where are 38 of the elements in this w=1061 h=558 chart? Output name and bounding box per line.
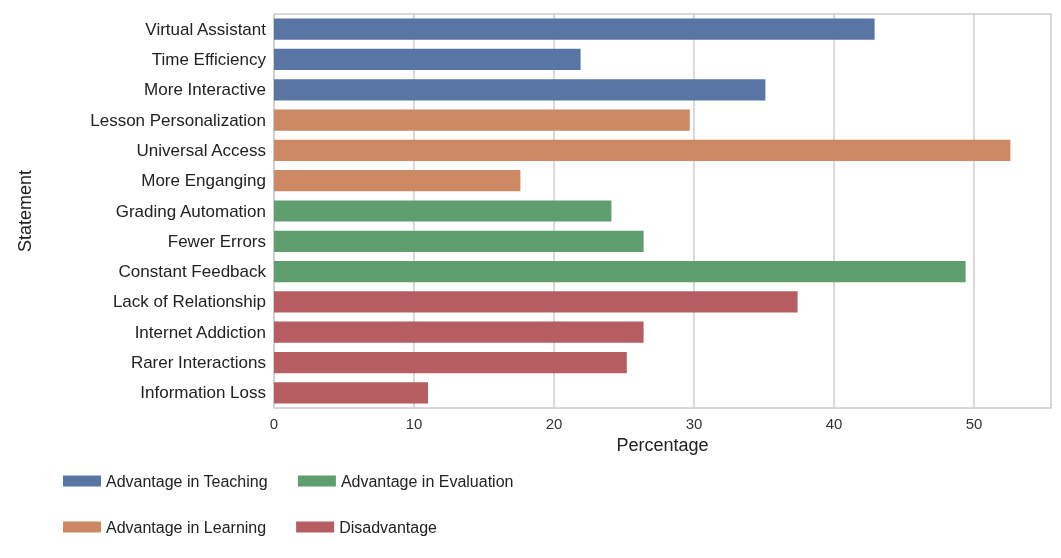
bar	[274, 321, 644, 343]
x-tick-label: 20	[545, 415, 563, 432]
bar	[274, 351, 627, 374]
bar	[274, 18, 875, 40]
y-tick-label: Lack of Relationship	[112, 292, 266, 312]
x-tick-label: 0	[269, 415, 279, 432]
legend-label: Advantage in Teaching	[106, 472, 268, 490]
bar	[274, 48, 581, 71]
y-tick-label: Time Efficiency	[151, 49, 267, 69]
bar	[274, 139, 1011, 161]
y-tick-label: More Interactive	[144, 80, 266, 100]
legend-label: Advantage in Evaluation	[340, 472, 514, 490]
bar	[274, 261, 966, 283]
bar	[274, 230, 644, 252]
legend-label: Disadvantage	[339, 518, 438, 536]
bar	[274, 109, 690, 131]
bar	[274, 170, 521, 192]
y-tick-label: Internet Addiction	[134, 322, 266, 342]
x-tick-label: 50	[965, 415, 983, 432]
x-tick-label: 30	[685, 415, 703, 432]
x-tick-label: 10	[405, 415, 423, 432]
bar	[274, 382, 428, 404]
y-tick-label: Lesson Personalization	[90, 110, 266, 130]
y-tick-label: Grading Automation	[115, 201, 266, 221]
y-tick-label: Virtual Assistant	[145, 19, 267, 39]
bar	[274, 79, 766, 101]
y-tick-label: Universal Access	[136, 140, 266, 160]
legend-label: Advantage in Learning	[106, 518, 267, 536]
y-tick-label: More Enganging	[141, 171, 266, 191]
y-tick-label: Rarer Interactions	[130, 353, 266, 373]
bar	[274, 200, 612, 222]
y-axis-title: Statement	[15, 169, 35, 253]
x-tick-label: 40	[825, 415, 843, 432]
x-axis-title: Percentage	[616, 435, 709, 455]
bar	[274, 291, 798, 313]
y-tick-label: Information Loss	[140, 383, 266, 403]
y-tick-label: Constant Feedback	[118, 262, 267, 282]
y-tick-label: Fewer Errors	[167, 231, 266, 251]
